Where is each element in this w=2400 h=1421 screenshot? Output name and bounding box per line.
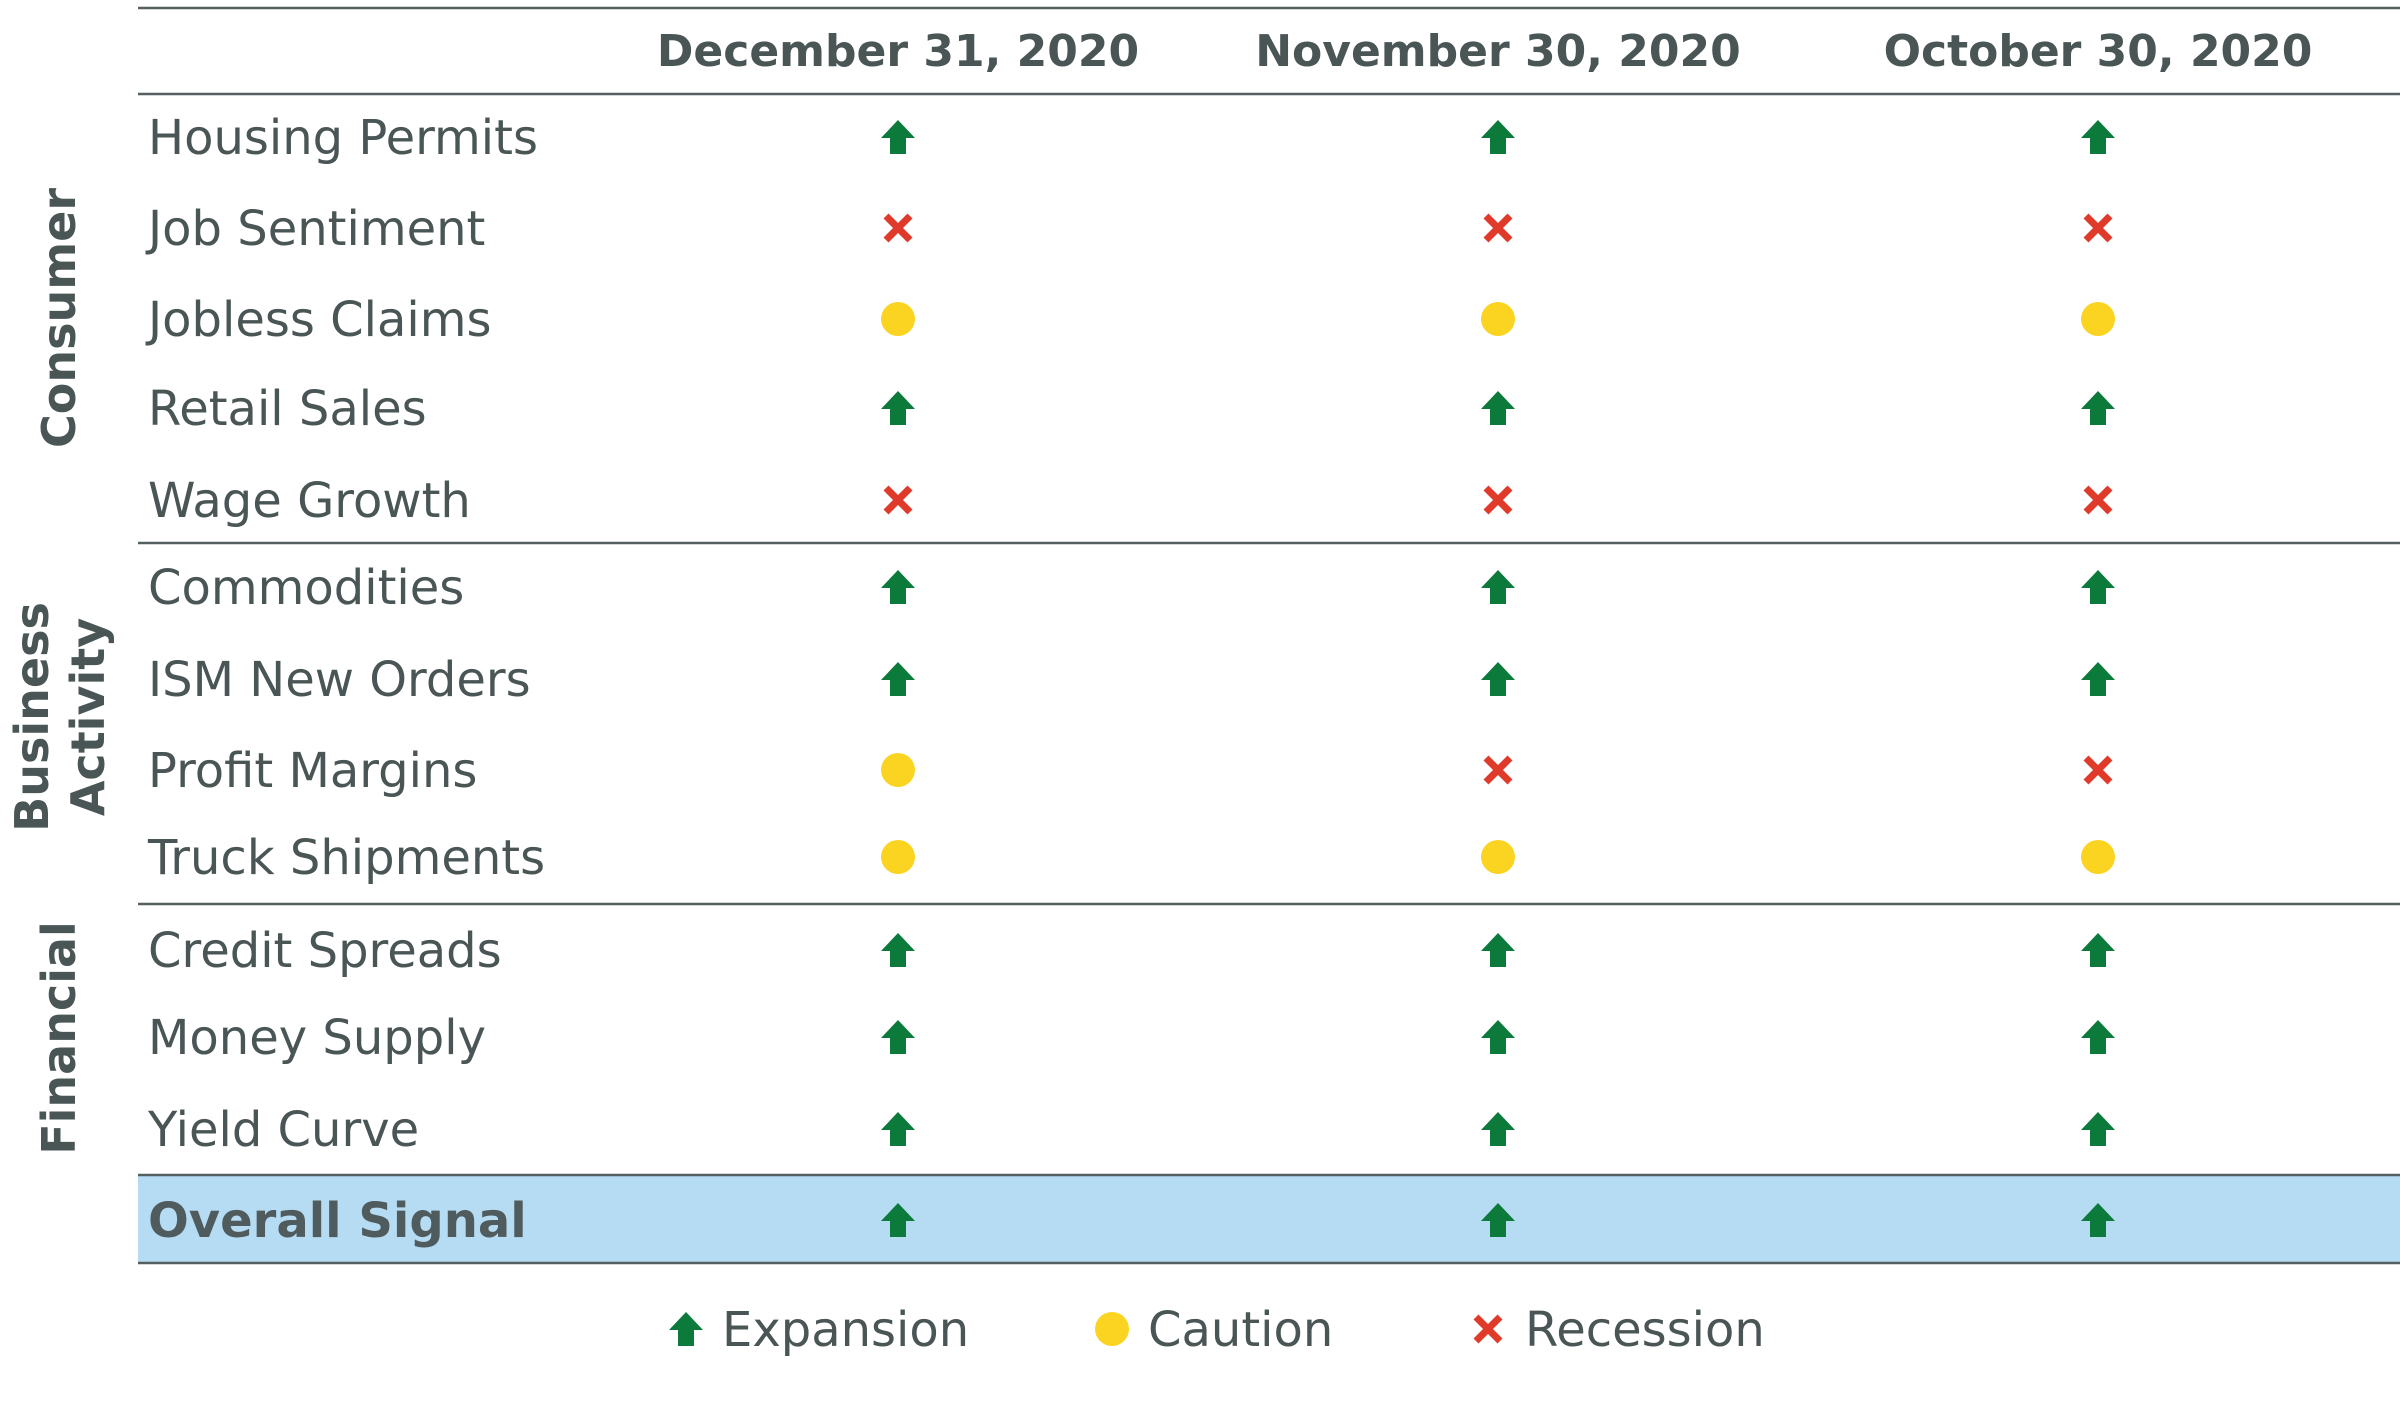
table-row: Job Sentiment <box>145 201 2113 257</box>
circle-icon <box>1095 1312 1129 1346</box>
x-icon <box>883 213 913 243</box>
up-arrow-icon <box>2081 933 2115 967</box>
row-label: Wage Growth <box>148 473 471 529</box>
legend-label: Recession <box>1525 1302 1765 1358</box>
circle-icon <box>881 753 915 787</box>
x-icon <box>1473 1314 1503 1344</box>
x-icon <box>883 485 913 515</box>
circle-icon <box>881 302 915 336</box>
row-label: Credit Spreads <box>148 923 502 979</box>
up-arrow-icon <box>881 391 915 425</box>
legend-label: Expansion <box>722 1302 969 1358</box>
table-row: Jobless Claims <box>145 292 2115 348</box>
x-icon <box>2083 755 2113 785</box>
legend-item: Recession <box>1473 1302 1765 1358</box>
group-label: Consumer <box>32 188 86 448</box>
column-header: December 31, 2020 <box>657 26 1139 77</box>
up-arrow-icon <box>1481 662 1515 696</box>
up-arrow-icon <box>2081 391 2115 425</box>
x-icon <box>2083 213 2113 243</box>
up-arrow-icon <box>881 570 915 604</box>
row-label: Yield Curve <box>147 1102 419 1158</box>
row-label: Housing Permits <box>148 110 538 166</box>
up-arrow-icon <box>1481 933 1515 967</box>
up-arrow-icon <box>2081 1203 2115 1237</box>
row-label: Job Sentiment <box>145 201 485 257</box>
x-icon <box>1483 755 1513 785</box>
up-arrow-icon <box>1481 391 1515 425</box>
row-label: Truck Shipments <box>147 830 545 886</box>
row-label: Money Supply <box>148 1010 486 1066</box>
overall-signal-row: Overall Signal <box>148 1193 2115 1249</box>
row-label: Commodities <box>148 560 464 616</box>
group-label: Financial <box>32 921 86 1155</box>
table-row: Truck Shipments <box>147 830 2115 886</box>
overall-signal-row-background <box>138 1175 2400 1263</box>
table-row: Retail Sales <box>148 381 2115 437</box>
up-arrow-icon <box>1481 570 1515 604</box>
circle-icon <box>2081 302 2115 336</box>
up-arrow-icon <box>881 662 915 696</box>
group-label: BusinessActivity <box>5 602 115 832</box>
circle-icon <box>1481 302 1515 336</box>
row-label: Retail Sales <box>148 381 427 437</box>
up-arrow-icon <box>881 1112 915 1146</box>
up-arrow-icon <box>2081 120 2115 154</box>
circle-icon <box>881 840 915 874</box>
up-arrow-icon <box>881 1203 915 1237</box>
up-arrow-icon <box>2081 570 2115 604</box>
legend-item: Expansion <box>669 1302 969 1358</box>
circle-icon <box>2081 840 2115 874</box>
up-arrow-icon <box>1481 1203 1515 1237</box>
up-arrow-icon <box>669 1312 703 1346</box>
table-row: Commodities <box>148 560 2115 616</box>
table-row: Credit Spreads <box>148 923 2115 979</box>
table-row: Profit Margins <box>148 743 2113 799</box>
row-label: Profit Margins <box>148 743 477 799</box>
table-row: Wage Growth <box>148 473 2113 529</box>
legend-label: Caution <box>1148 1302 1333 1358</box>
row-label: ISM New Orders <box>148 652 531 708</box>
overall-signal-label: Overall Signal <box>148 1193 527 1249</box>
x-icon <box>1483 213 1513 243</box>
circle-icon <box>1481 840 1515 874</box>
column-header: October 30, 2020 <box>1884 26 2313 77</box>
legend-item: Caution <box>1095 1302 1333 1358</box>
x-icon <box>1483 485 1513 515</box>
table-row: Money Supply <box>148 1010 2115 1066</box>
up-arrow-icon <box>1481 1020 1515 1054</box>
up-arrow-icon <box>881 933 915 967</box>
up-arrow-icon <box>2081 662 2115 696</box>
up-arrow-icon <box>881 1020 915 1054</box>
row-label: Jobless Claims <box>145 292 492 348</box>
up-arrow-icon <box>1481 120 1515 154</box>
up-arrow-icon <box>2081 1112 2115 1146</box>
column-header: November 30, 2020 <box>1255 26 1741 77</box>
up-arrow-icon <box>1481 1112 1515 1146</box>
table-row: Housing Permits <box>148 110 2115 166</box>
x-icon <box>2083 485 2113 515</box>
up-arrow-icon <box>881 120 915 154</box>
table-row: Yield Curve <box>147 1102 2115 1158</box>
up-arrow-icon <box>2081 1020 2115 1054</box>
table-row: ISM New Orders <box>148 652 2115 708</box>
